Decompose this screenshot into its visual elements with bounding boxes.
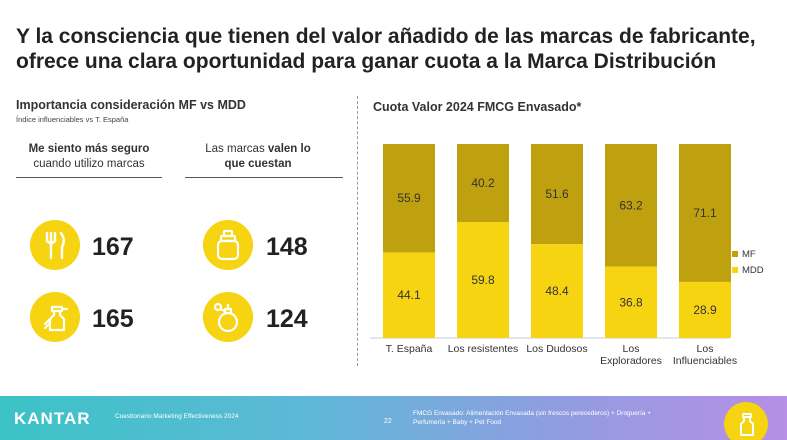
column-header-seguro: Me siento más seguro cuando utilizo marc… xyxy=(16,142,162,172)
column-header-rule xyxy=(16,177,162,178)
page-title-line1: Y la consciencia que tienen del valor añ… xyxy=(16,25,756,48)
column-header-valen-line2: que cuestan xyxy=(224,158,292,170)
data-label-mdd: 28.9 xyxy=(693,303,717,317)
data-label-mdd: 36.8 xyxy=(619,295,643,309)
index-value: 148 xyxy=(266,233,308,261)
x-tick-label: Los xyxy=(697,343,714,355)
index-value: 167 xyxy=(92,233,134,261)
column-header-rule xyxy=(185,177,343,178)
stacked-bar-chart: 55.9 44.1 T. España 40.2 59.8 Los resistentes… xyxy=(370,144,764,367)
left-section-heading: Importancia consideración MF vs MDD xyxy=(16,98,246,112)
page-number: 22 xyxy=(384,418,392,425)
bar-segment-mf xyxy=(605,144,657,267)
index-value: 124 xyxy=(266,305,308,333)
bar-segment-mdd xyxy=(605,266,657,338)
x-tick-label: Los xyxy=(623,343,640,355)
footer-bar: KANTAR Cuestionario Marketing Effectiven… xyxy=(0,396,787,440)
x-tick-label: Influenciables xyxy=(673,355,737,367)
data-label-mf: 71.1 xyxy=(693,206,717,220)
bar-segment-mf xyxy=(679,144,731,282)
data-label-mf: 51.6 xyxy=(545,187,569,201)
cosmetic-jar-icon xyxy=(203,220,253,270)
x-tick-label: Exploradores xyxy=(600,355,662,367)
data-label-mf: 40.2 xyxy=(471,176,495,190)
bar-segment-mf xyxy=(531,144,583,245)
kantar-logo: KANTAR xyxy=(14,409,91,428)
bar-segment-mdd xyxy=(531,244,583,338)
data-label-mdd: 44.1 xyxy=(397,288,421,302)
cutlery-icon xyxy=(30,220,80,270)
bar-segment-mf xyxy=(383,144,435,253)
column-header-valen: Las marcas valen lo que cuestan xyxy=(185,142,331,172)
left-section-subheading: Índice influenciables vs T. España xyxy=(16,115,129,124)
spray-bottle-icon xyxy=(30,292,80,342)
data-label-mdd: 59.8 xyxy=(471,273,495,287)
section-divider xyxy=(357,96,358,366)
column-header-valen-bold: valen lo xyxy=(267,143,311,155)
data-label-mdd: 48.4 xyxy=(545,284,569,298)
x-tick-label: Los resistentes xyxy=(448,343,519,355)
footer-source: Cuestionario Marketing Effectiveness 202… xyxy=(115,413,239,420)
legend-swatch-mf xyxy=(732,251,738,257)
x-tick-label: T. España xyxy=(386,343,433,355)
spray-bottle-icon xyxy=(724,402,768,440)
column-header-seguro-rest: cuando utilizo marcas xyxy=(33,158,145,170)
chart-heading: Cuota Valor 2024 FMCG Envasado* xyxy=(373,100,582,114)
perfume-bottle-icon xyxy=(203,292,253,342)
legend-label-mdd: MDD xyxy=(742,265,764,276)
page-title-line2: ofrece una clara oportunidad para ganar … xyxy=(16,50,717,73)
bar-segment-mdd xyxy=(679,281,731,338)
bar-segment-mdd xyxy=(383,252,435,338)
column-header-valen-pre: Las marcas xyxy=(205,143,268,155)
data-label-mf: 55.9 xyxy=(397,191,421,205)
legend-label-mf: MF xyxy=(742,249,756,260)
index-value: 165 xyxy=(92,305,134,333)
footer-note: FMCG Envasado: Alimentación Envasada (si… xyxy=(413,410,652,426)
column-header-seguro-bold: Me siento más seguro xyxy=(28,143,150,155)
page-title: Y la consciencia que tienen del valor añ… xyxy=(16,24,776,74)
bar-segment-mdd xyxy=(457,221,509,338)
bar-segment-mf xyxy=(457,144,509,222)
data-label-mf: 63.2 xyxy=(619,198,643,212)
legend-swatch-mdd xyxy=(732,267,738,273)
x-tick-label: Los Dudosos xyxy=(526,343,587,355)
